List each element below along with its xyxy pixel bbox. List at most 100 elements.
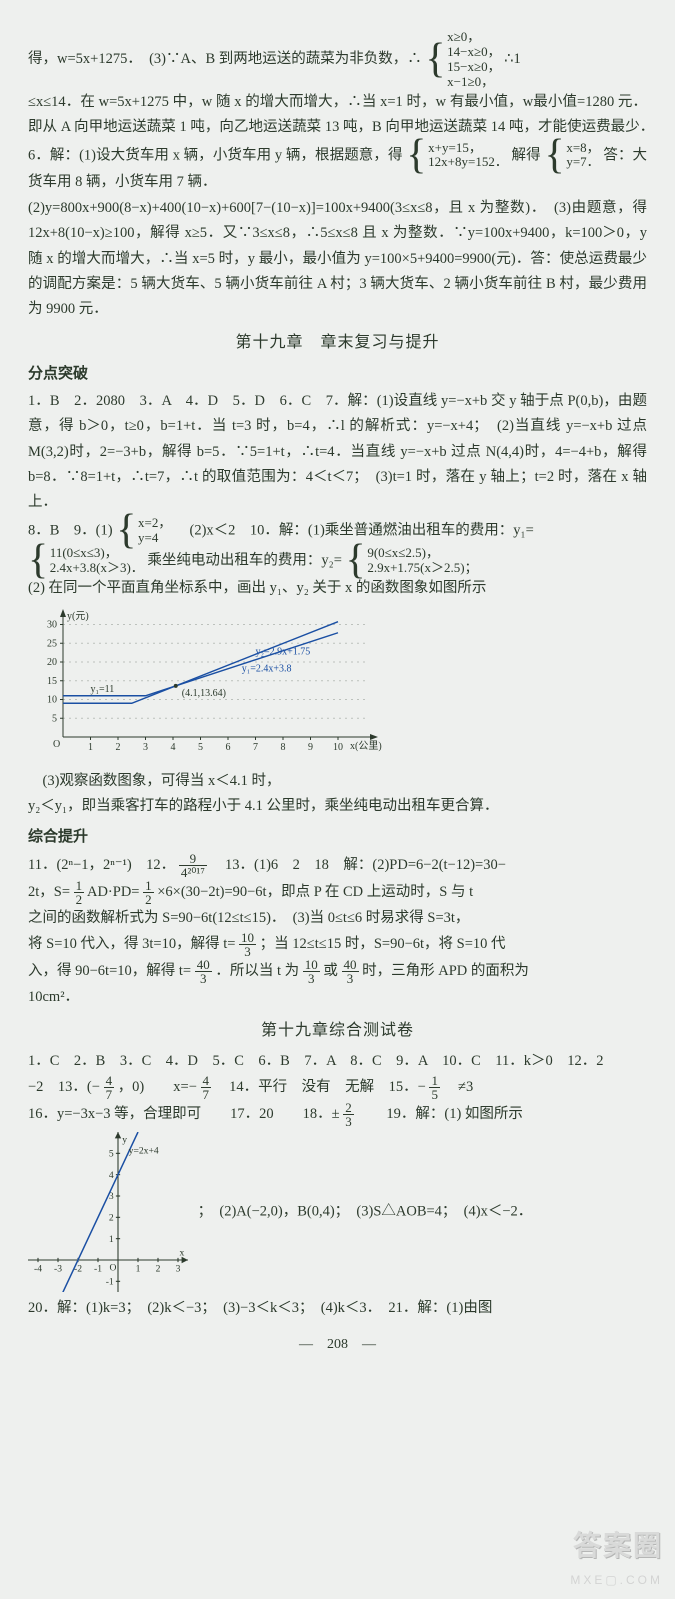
svg-text:y=2x+4: y=2x+4 <box>129 1145 159 1156</box>
svg-text:30: 30 <box>47 619 57 630</box>
svg-text:5: 5 <box>52 713 57 724</box>
paragraph-9: 2t，S= 12 AD·PD= 12 ×6×(30−2t)=90−6t，即点 P… <box>28 879 647 906</box>
svg-text:2: 2 <box>156 1264 161 1275</box>
text: ； (2)A(−2,0)，B(0,4)； (3)S△AOB=4； (4)x＜−2… <box>198 1203 533 1219</box>
fraction: 23 <box>343 1101 354 1128</box>
text: 8．B 9．(1) <box>28 522 113 538</box>
svg-text:2: 2 <box>116 742 121 753</box>
watermark-small: MXE▢.COM <box>570 1570 663 1591</box>
page-number: — 208 — <box>28 1333 647 1358</box>
text: ∴1 <box>504 51 520 67</box>
svg-text:x(公里): x(公里) <box>350 740 382 752</box>
text: 2t，S= <box>28 884 70 900</box>
text: AD·PD= <box>87 884 140 900</box>
text: 入，得 90−6t=10，解得 t= <box>28 963 191 979</box>
text: 14．平行 没有 无解 15．− <box>215 1079 426 1095</box>
svg-text:y: y <box>122 1135 127 1146</box>
svg-text:1: 1 <box>88 742 93 753</box>
paragraph-5b: { 11(0≤x≤3)， 2.4x+3.8(x＞3)． 乘坐纯电动出租车的费用：… <box>28 546 647 576</box>
brace-left: { <box>116 518 136 543</box>
fraction: 12 <box>143 879 154 906</box>
svg-text:8: 8 <box>281 742 286 753</box>
svg-text:10: 10 <box>333 742 343 753</box>
svg-text:2: 2 <box>109 1213 114 1224</box>
fraction: 403 <box>195 958 212 985</box>
svg-text:(4.1,13.64): (4.1,13.64) <box>182 688 226 699</box>
svg-text:-3: -3 <box>54 1264 62 1275</box>
paragraph-8: 11．(2ⁿ−1，2ⁿ⁻¹) 12． 94²⁰¹⁷ 13．(1)6 2 18 解… <box>28 852 647 879</box>
text: 19．解：(1) 如图所示 <box>357 1106 523 1122</box>
paragraph-4: 1．B 2．2080 3．A 4．D 5．D 6．C 7．解：(1)设直线 y=… <box>28 389 647 516</box>
fraction: 94²⁰¹⁷ <box>179 852 207 879</box>
paragraph-12: 入，得 90−6t=10，解得 t= 403 ．所以当 t 为 103 或 40… <box>28 958 647 985</box>
svg-text:x: x <box>179 1248 184 1259</box>
paragraph-18: 20．解：(1)k=3； (2)k＜−3； (3)−3＜k＜3； (4)k＜3．… <box>28 1296 647 1321</box>
paragraph-7: y₂＜y₁，即当乘客打车的路程小于 4.1 公里时，乘坐纯电动出租车更合算． <box>28 794 647 819</box>
svg-text:y(元): y(元) <box>67 611 89 622</box>
svg-text:1: 1 <box>109 1234 114 1245</box>
fraction: 103 <box>303 958 320 985</box>
svg-text:-4: -4 <box>34 1264 42 1275</box>
text: ，0) x=− <box>118 1079 197 1095</box>
system-4: x=2， y=4 <box>138 516 171 546</box>
svg-text:-1: -1 <box>106 1277 114 1288</box>
paragraph-3: (2)y=800x+900(8−x)+400(10−x)+600[7−(10−x… <box>28 196 647 323</box>
paragraph-14: 1．C 2．B 3．C 4．D 5．C 6．B 7．A 8．C 9．A 10．C… <box>28 1049 647 1074</box>
paragraph-10: 之间的函数解析式为 S=90−6t(12≤t≤15)． (3)当 0≤t≤6 时… <box>28 906 647 931</box>
text: (3)观察函数图象，可得当 x＜4.1 时， <box>28 773 281 789</box>
subheading-comprehensive: 综合提升 <box>28 824 647 850</box>
paragraph-5: 8．B 9．(1) { x=2， y=4 (2)x＜2 10．解：(1)乘坐普通… <box>28 516 647 546</box>
paragraph-2: ≤x≤14．在 w=5x+1275 中，w 随 x 的增大而增大，∴当 x=1 … <box>28 90 647 196</box>
text: 13．(1)6 2 18 解：(2)PD=6−2(t−12)=30− <box>210 857 505 873</box>
paragraph-1: 得，w=5x+1275． (3)∵A、B 到两地运送的蔬菜为非负数，∴ { x≥… <box>28 30 647 90</box>
brace-left: { <box>425 47 445 72</box>
brace-left: { <box>346 548 366 573</box>
svg-text:6: 6 <box>226 742 231 753</box>
system-3: x=8， y=7． <box>566 141 599 171</box>
fraction: 12 <box>74 879 85 906</box>
taxi-fare-chart: y(元)x(公里)O5101520253012345678910y₁=11(4.… <box>28 607 388 767</box>
svg-text:O: O <box>109 1263 116 1274</box>
paragraph-11: 将 S=10 代入，得 3t=10，解得 t= 103 ；当 12≤t≤15 时… <box>28 931 647 958</box>
paragraph-6b: (3)观察函数图象，可得当 x＜4.1 时， <box>28 769 647 794</box>
text: 乘坐纯电动出租车的费用：y₂= <box>147 552 341 568</box>
text: 时，三角形 APD 的面积为 <box>362 963 529 979</box>
text: 11．(2ⁿ−1，2ⁿ⁻¹) 12． <box>28 857 175 873</box>
svg-text:7: 7 <box>253 742 258 753</box>
fraction: 15 <box>429 1074 440 1101</box>
text: 或 <box>323 963 338 979</box>
svg-text:15: 15 <box>47 676 57 687</box>
svg-text:9: 9 <box>308 742 313 753</box>
system-2: x+y=15， 12x+8y=152． <box>428 141 508 171</box>
text: (2)x＜2 10．解：(1)乘坐普通燃油出租车的费用：y₁= <box>175 522 534 538</box>
paragraph-13: 10cm²． <box>28 985 647 1010</box>
watermark: 答案圈 MXE▢.COM <box>570 1521 663 1591</box>
svg-text:20: 20 <box>47 657 57 668</box>
svg-text:y₁=2.4x+3.8: y₁=2.4x+3.8 <box>242 663 292 674</box>
text: 16．y=−3x−3 等，合理即可 17．20 18．± <box>28 1106 340 1122</box>
paragraph-16: 16．y=−3x−3 等，合理即可 17．20 18．± 23 19．解：(1)… <box>28 1101 647 1128</box>
section-title-2: 第十九章综合测试卷 <box>28 1017 647 1045</box>
watermark-big: 答案圈 <box>570 1521 663 1570</box>
brace-left: { <box>406 143 426 168</box>
svg-text:5: 5 <box>109 1149 114 1160</box>
fraction: 403 <box>342 958 359 985</box>
text: 将 S=10 代入，得 3t=10，解得 t= <box>28 936 235 952</box>
svg-text:4: 4 <box>109 1170 114 1181</box>
fraction: 103 <box>239 931 256 958</box>
svg-text:y₁=11: y₁=11 <box>91 684 115 695</box>
fraction: 47 <box>104 1074 115 1101</box>
text: 解得 <box>512 147 541 163</box>
fraction: 47 <box>201 1074 212 1101</box>
svg-text:3: 3 <box>143 742 148 753</box>
text: ×6×(30−2t)=90−6t，即点 P 在 CD 上运动时，S 与 t <box>157 884 473 900</box>
paragraph-6: (2) 在同一个平面直角坐标系中，画出 y₁、y₂ 关于 x 的函数图象如图所示 <box>28 576 647 601</box>
svg-text:1: 1 <box>136 1264 141 1275</box>
svg-text:-1: -1 <box>94 1264 102 1275</box>
brace-left: { <box>544 143 564 168</box>
svg-text:y₂=2.9x+1.75: y₂=2.9x+1.75 <box>256 646 311 657</box>
svg-text:10: 10 <box>47 694 57 705</box>
section-title-1: 第十九章 章末复习与提升 <box>28 329 647 357</box>
subheading-breakpoint: 分点突破 <box>28 361 647 387</box>
svg-text:3: 3 <box>176 1264 181 1275</box>
